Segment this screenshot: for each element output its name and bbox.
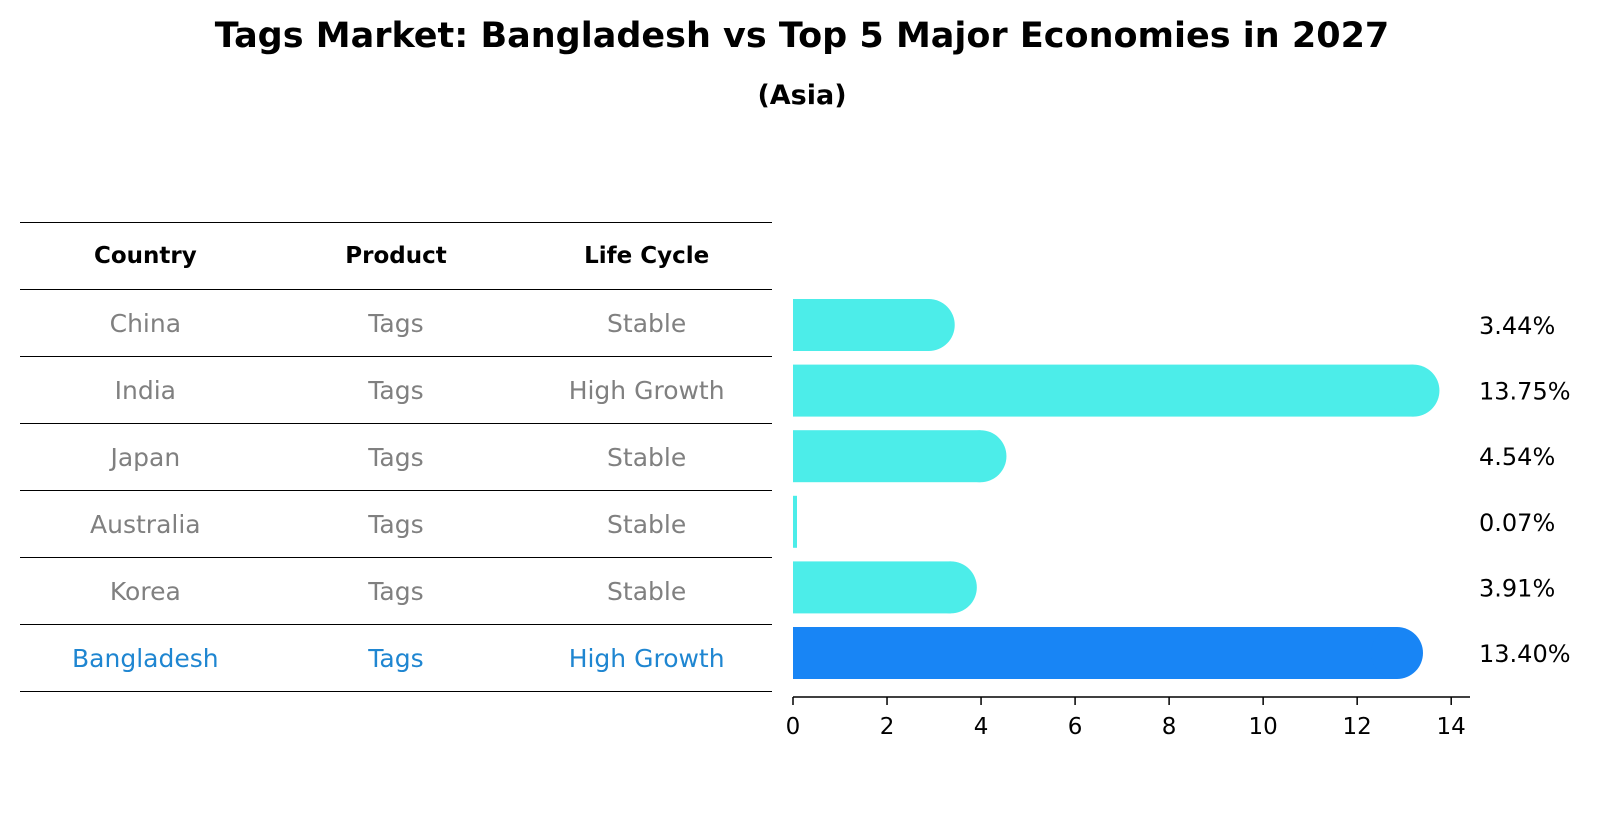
x-tick-label: 2: [880, 714, 895, 740]
product-cell: Tags: [368, 375, 424, 405]
value-label: 13.40%: [1479, 640, 1571, 668]
bar-india: [793, 364, 1440, 417]
column-header-product: Product: [345, 243, 447, 269]
table-row: Korea Tags Stable: [20, 557, 772, 624]
value-label: 0.07%: [1479, 509, 1555, 537]
bar-body: [793, 627, 1397, 679]
x-tick-label: 4: [974, 714, 989, 740]
bar-japan: [793, 430, 1007, 483]
chart-subtitle: (Asia): [757, 80, 847, 111]
x-tick-label: 6: [1068, 714, 1083, 740]
country-cell: China: [109, 308, 182, 338]
country-table: Country Product Life Cycle China Tags St…: [20, 222, 772, 692]
bar-body: [793, 364, 1414, 417]
table-row: Bangladesh Tags High Growth: [20, 624, 772, 692]
product-cell: Tags: [368, 442, 424, 472]
bar-korea: [793, 561, 977, 614]
bar-body: [793, 495, 797, 548]
bar-china: [793, 299, 955, 351]
country-cell: Korea: [109, 576, 181, 606]
bar-cap: [1387, 364, 1440, 417]
table-row: Japan Tags Stable: [20, 423, 772, 490]
bar-cap: [1370, 627, 1423, 679]
value-label: 3.91%: [1479, 574, 1555, 602]
product-cell: Tags: [368, 509, 424, 539]
life-cycle-cell: Stable: [607, 308, 687, 338]
life-cycle-cell: Stable: [607, 576, 687, 606]
country-cell: Bangladesh: [72, 643, 219, 673]
x-tick-label: 12: [1343, 714, 1372, 740]
chart-title: Tags Market: Bangladesh vs Top 5 Major E…: [214, 16, 1390, 56]
x-tick-label: 8: [1162, 714, 1177, 740]
bar-cap: [954, 430, 1007, 483]
life-cycle-cell: High Growth: [568, 375, 725, 405]
country-cell: Japan: [110, 442, 181, 472]
bar-body: [793, 561, 951, 614]
table-row: China Tags Stable: [20, 289, 772, 356]
bar-australia: [793, 495, 797, 548]
country-cell: Australia: [90, 509, 201, 539]
product-cell: Tags: [368, 576, 424, 606]
column-header-country: Country: [93, 243, 197, 269]
bar-body: [793, 430, 981, 483]
country-cell: India: [114, 375, 176, 405]
table-header-row: Country Product Life Cycle: [20, 222, 772, 289]
life-cycle-cell: High Growth: [568, 643, 725, 673]
value-label: 4.54%: [1479, 443, 1555, 471]
life-cycle-cell: Stable: [607, 509, 687, 539]
product-cell: Tags: [368, 308, 424, 338]
value-label: 13.75%: [1479, 378, 1571, 406]
bar-cap: [902, 299, 955, 351]
life-cycle-cell: Stable: [607, 442, 687, 472]
bar-bangladesh: [793, 627, 1423, 679]
table-row: India Tags High Growth: [20, 356, 772, 423]
product-cell: Tags: [368, 643, 424, 673]
bar-cap: [924, 561, 977, 614]
value-label: 3.44%: [1479, 312, 1555, 340]
x-tick-label: 10: [1248, 714, 1277, 740]
x-tick-label: 0: [786, 714, 801, 740]
x-tick-label: 14: [1437, 714, 1466, 740]
table-row: Australia Tags Stable: [20, 490, 772, 557]
column-header-life-cycle: Life Cycle: [584, 243, 710, 269]
